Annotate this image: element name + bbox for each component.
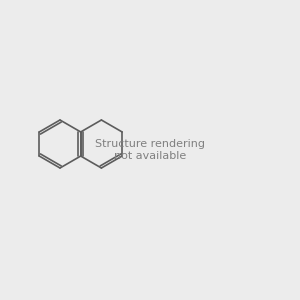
Text: Structure rendering
not available: Structure rendering not available: [95, 139, 205, 161]
